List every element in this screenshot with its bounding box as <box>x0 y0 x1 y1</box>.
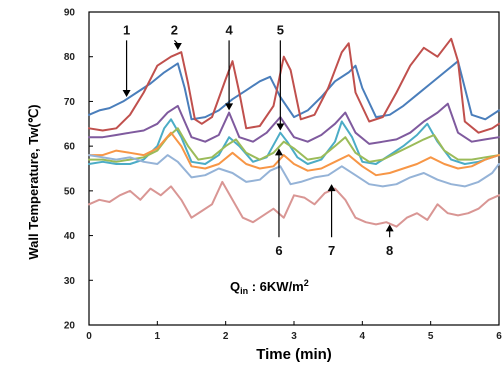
y-tick-label: 60 <box>64 142 76 153</box>
series-lines <box>88 37 500 228</box>
y-tick-label: 90 <box>64 8 76 19</box>
callout-arrow-head <box>327 184 336 192</box>
callout-arrow-head <box>276 123 285 131</box>
series-callouts: 1 2 4 5 6 7 8 <box>122 22 394 258</box>
series-line-7 <box>88 154 500 188</box>
y-tick-label: 70 <box>64 97 76 108</box>
x-tick-label: 0 <box>86 331 92 342</box>
series-line-3 <box>88 127 500 163</box>
heat-flux-annotation: Qin : 6KW/m2 <box>230 278 309 296</box>
callout-arrow-head <box>274 148 283 156</box>
callout-label: 8 <box>386 243 393 258</box>
callout-label: 2 <box>171 22 178 37</box>
callout-label: 7 <box>328 243 335 258</box>
callout-label: 4 <box>225 22 233 37</box>
callout-label: 5 <box>277 22 284 37</box>
x-tick-label: 4 <box>360 331 366 342</box>
series-line-2 <box>88 37 500 134</box>
series-line-8 <box>88 180 500 228</box>
x-tick-label: 5 <box>428 331 434 342</box>
callout-label: 6 <box>275 243 282 258</box>
series-line-6 <box>88 131 500 177</box>
y-tick-label: 30 <box>64 276 76 287</box>
x-tick-label: 3 <box>291 331 297 342</box>
callout-arrow-head <box>225 103 234 111</box>
x-axis-ticks: 0 1 2 3 4 5 6 <box>86 321 502 342</box>
y-tick-label: 40 <box>64 231 76 242</box>
y-axis-title: Wall Temperature, Tw(℃) <box>26 104 41 259</box>
callout-arrow-head <box>173 43 182 51</box>
annotation-superscript: 2 <box>304 278 309 288</box>
annotation-prefix: Q <box>230 279 240 294</box>
x-axis-title: Time (min) <box>256 346 332 363</box>
x-tick-label: 6 <box>496 331 502 342</box>
y-tick-label: 50 <box>64 186 76 197</box>
series-line-5 <box>88 118 500 165</box>
y-tick-label: 80 <box>64 52 76 63</box>
series-line-4 <box>88 102 500 145</box>
callout-label: 1 <box>123 22 130 37</box>
x-tick-label: 2 <box>223 331 229 342</box>
x-tick-label: 1 <box>155 331 161 342</box>
y-axis-ticks: 20 30 40 50 60 70 80 90 <box>64 8 93 332</box>
callout-arrow-head <box>122 89 131 97</box>
callout-arrow-head <box>385 224 394 232</box>
annotation-value: : 6KW/m <box>248 279 304 294</box>
y-tick-label: 20 <box>64 321 76 332</box>
series-line-1 <box>88 60 500 121</box>
annotation-subscript: in <box>240 286 248 296</box>
